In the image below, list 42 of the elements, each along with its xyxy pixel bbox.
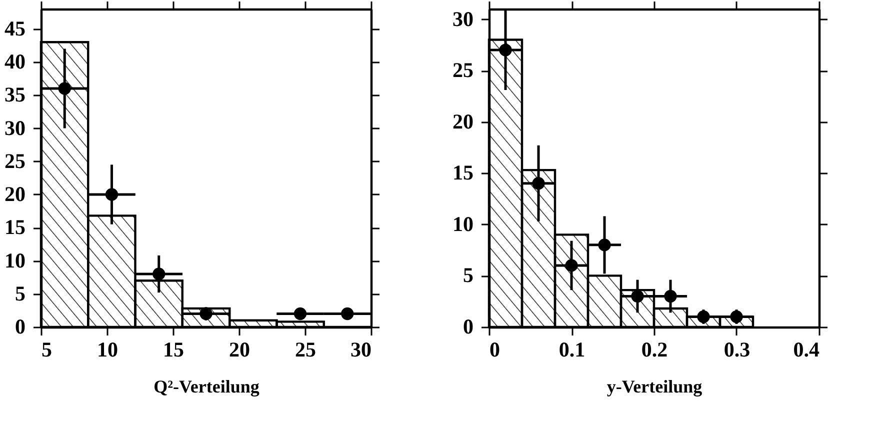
y-tick-label: 25	[4, 148, 26, 173]
y-tick-label: 15	[4, 215, 26, 240]
y-tick-label: 25	[452, 58, 474, 82]
point	[565, 259, 578, 272]
y-tick-label: 30	[452, 6, 474, 31]
x-tick-label: 0.1	[558, 338, 586, 362]
x-axis-title: y-Verteilung	[606, 376, 702, 396]
y-tick-label: 30	[4, 116, 26, 140]
point	[152, 268, 166, 280]
x-axis-title: Q²-Verteilung	[154, 376, 260, 396]
y-tick-label: 20	[452, 109, 474, 134]
y-tick-label: 5	[463, 263, 474, 288]
x-tick-label: 30	[350, 338, 372, 362]
y-tick-label: 5	[15, 281, 26, 306]
point	[532, 177, 545, 190]
x-tick-label: 0	[490, 338, 500, 362]
y-tick-label: 45	[4, 16, 26, 40]
x-tick-label: 0.4	[793, 338, 820, 362]
y-tick-label: 15	[452, 160, 474, 185]
point	[631, 290, 644, 303]
x-tick-label: 25	[295, 338, 316, 362]
y-tick-label: 10	[452, 212, 474, 236]
y-tick-label: 0	[15, 314, 26, 338]
y-tick-label: 35	[4, 82, 26, 107]
x-tick-label: 15	[163, 338, 184, 362]
x-tick-label: 0.3	[724, 338, 750, 362]
y-tick-label: 0	[463, 314, 474, 338]
x-tick-label: 20	[229, 338, 250, 362]
x-tick-label: 10	[97, 338, 118, 362]
point	[105, 188, 118, 201]
point	[294, 307, 307, 320]
x-tick-label: 0.2	[641, 338, 668, 362]
point	[697, 310, 710, 324]
point	[499, 44, 512, 56]
point	[664, 290, 677, 303]
point	[598, 238, 611, 252]
point	[58, 82, 71, 95]
x-tick-label: 5	[42, 338, 52, 362]
y-tick-label: 20	[4, 182, 26, 206]
y-tick-label: 40	[4, 50, 26, 74]
point	[341, 307, 354, 320]
y-tick-label: 10	[4, 248, 26, 272]
